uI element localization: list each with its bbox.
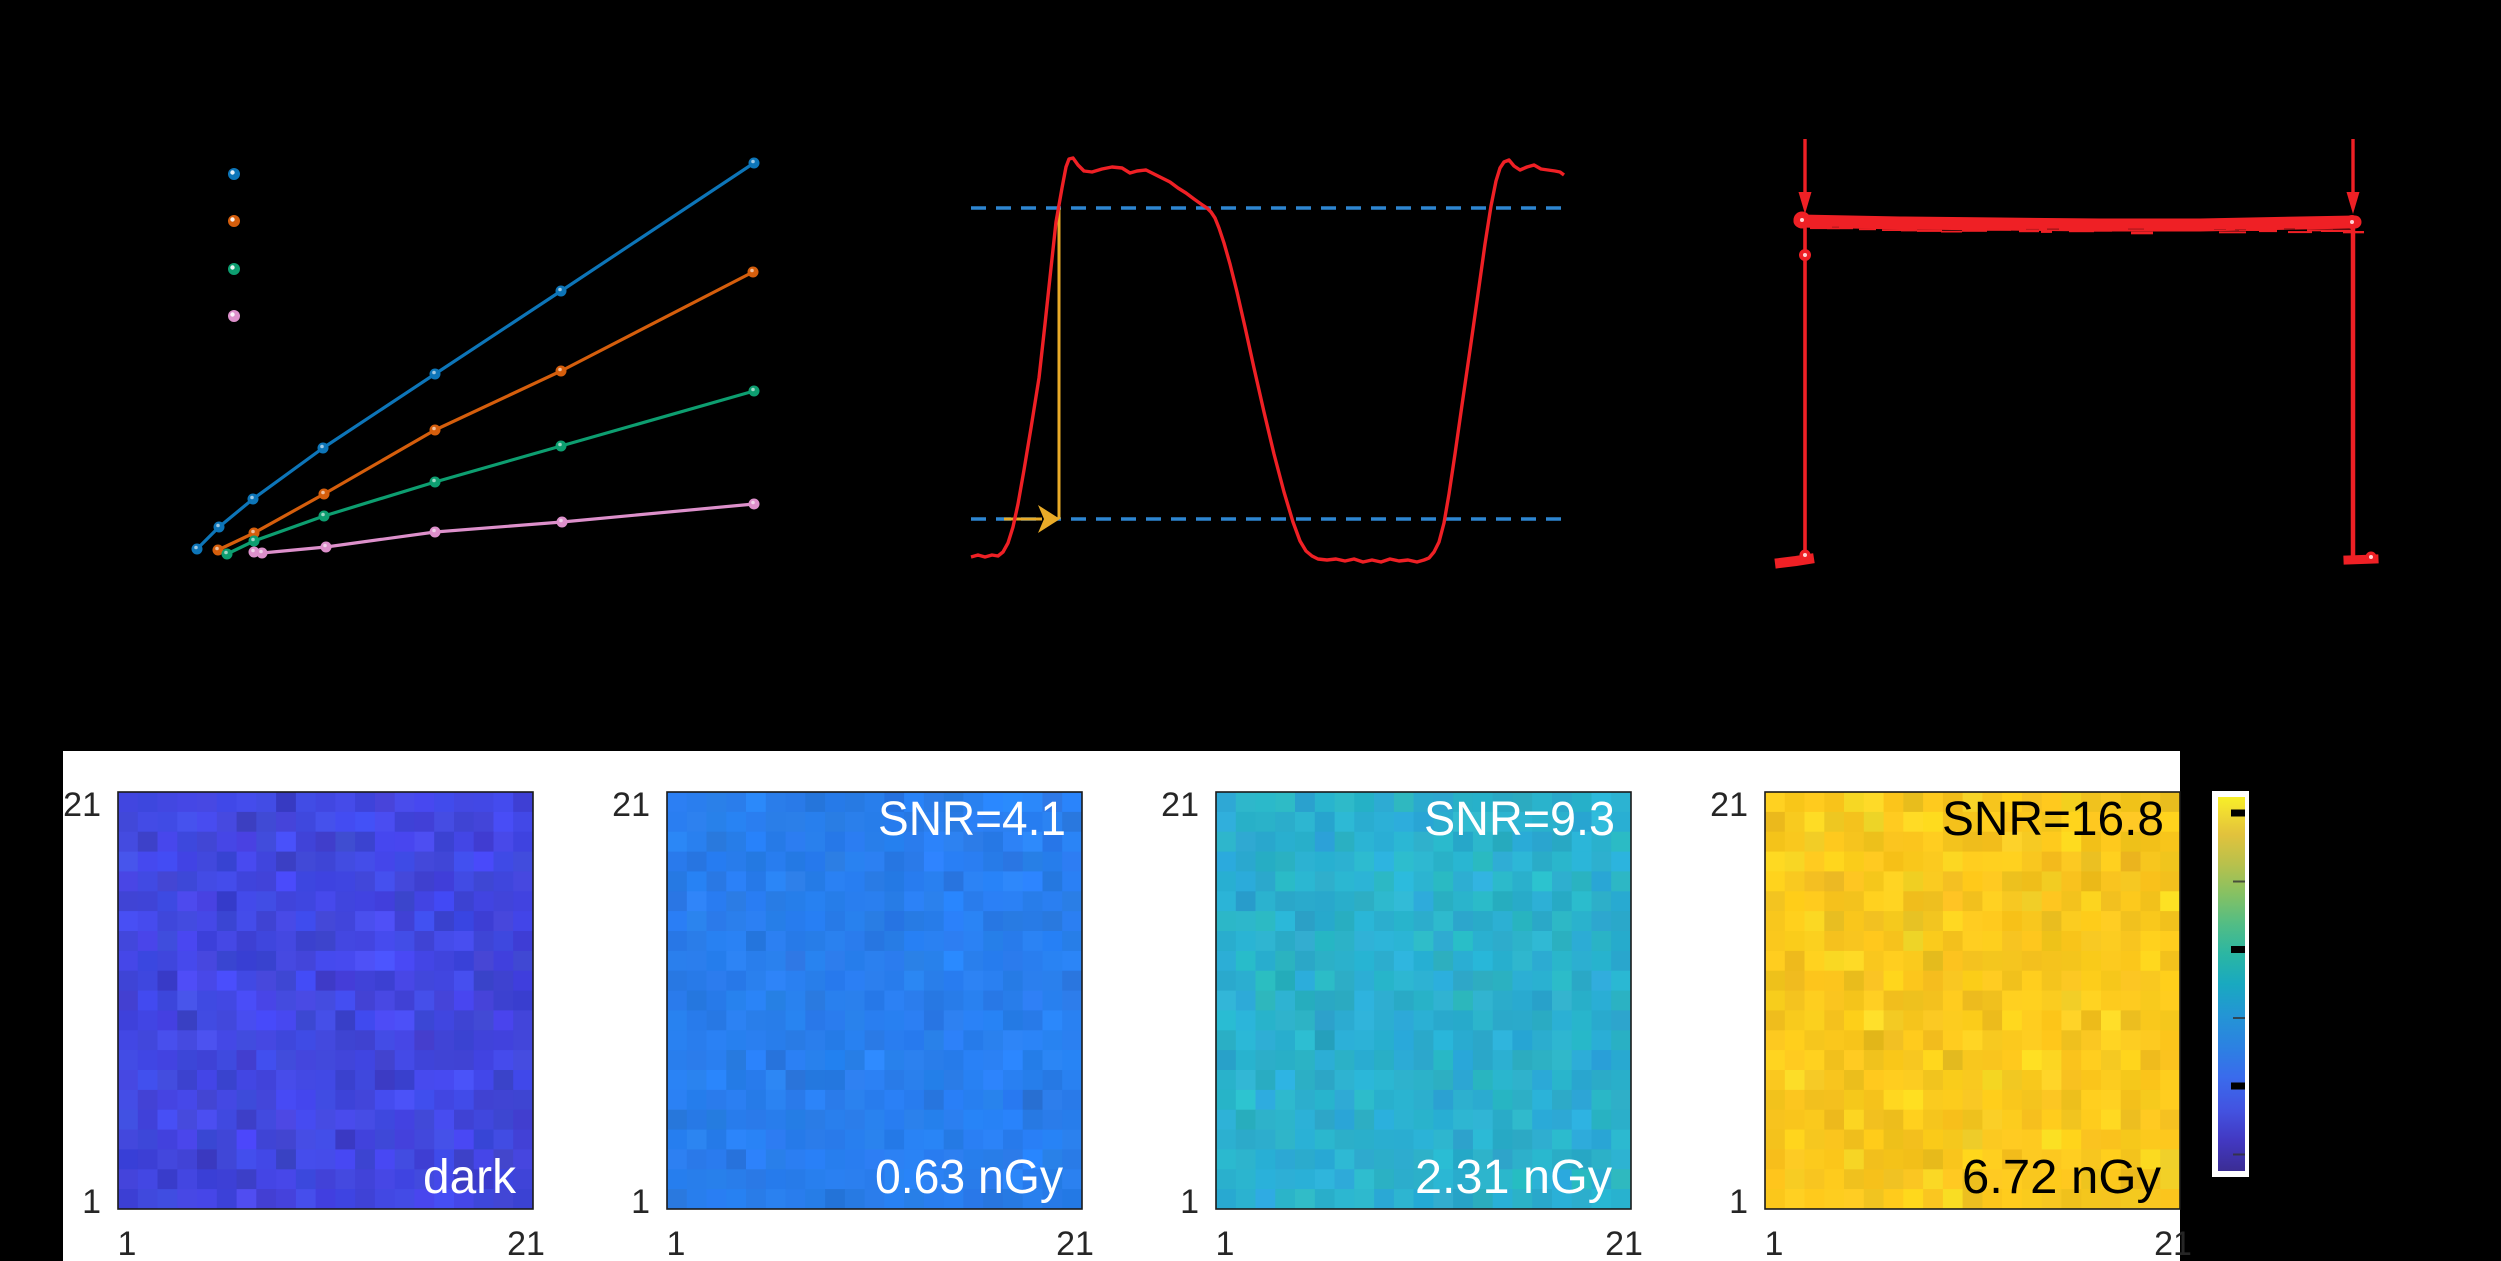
svg-text:1: 1 — [1729, 1183, 1748, 1221]
svg-text:21: 21 — [612, 786, 650, 824]
svg-text:0.63 nGy: 0.63 nGy — [875, 1151, 1063, 1204]
svg-text:21: 21 — [1056, 1225, 1094, 1261]
svg-text:21: 21 — [2154, 1225, 2192, 1261]
svg-text:21: 21 — [1710, 786, 1748, 824]
svg-text:21: 21 — [507, 1225, 545, 1261]
svg-text:21: 21 — [1161, 786, 1199, 824]
svg-text:1: 1 — [667, 1225, 686, 1261]
svg-text:1: 1 — [631, 1183, 650, 1221]
svg-text:6.72 nGy: 6.72 nGy — [1962, 1151, 2161, 1204]
svg-text:1: 1 — [82, 1183, 101, 1221]
svg-text:21: 21 — [1605, 1225, 1643, 1261]
svg-text:1: 1 — [1216, 1225, 1235, 1261]
svg-text:SNR=4.1: SNR=4.1 — [878, 793, 1066, 846]
svg-text:2.31 nGy: 2.31 nGy — [1415, 1151, 1612, 1204]
svg-text:21: 21 — [63, 786, 101, 824]
svg-text:1: 1 — [118, 1225, 137, 1261]
svg-text:dark: dark — [423, 1151, 517, 1204]
svg-text:1: 1 — [1180, 1183, 1199, 1221]
svg-text:SNR=9.3: SNR=9.3 — [1424, 793, 1615, 846]
svg-text:SNR=16.8: SNR=16.8 — [1942, 793, 2164, 846]
svg-text:1: 1 — [1765, 1225, 1784, 1261]
